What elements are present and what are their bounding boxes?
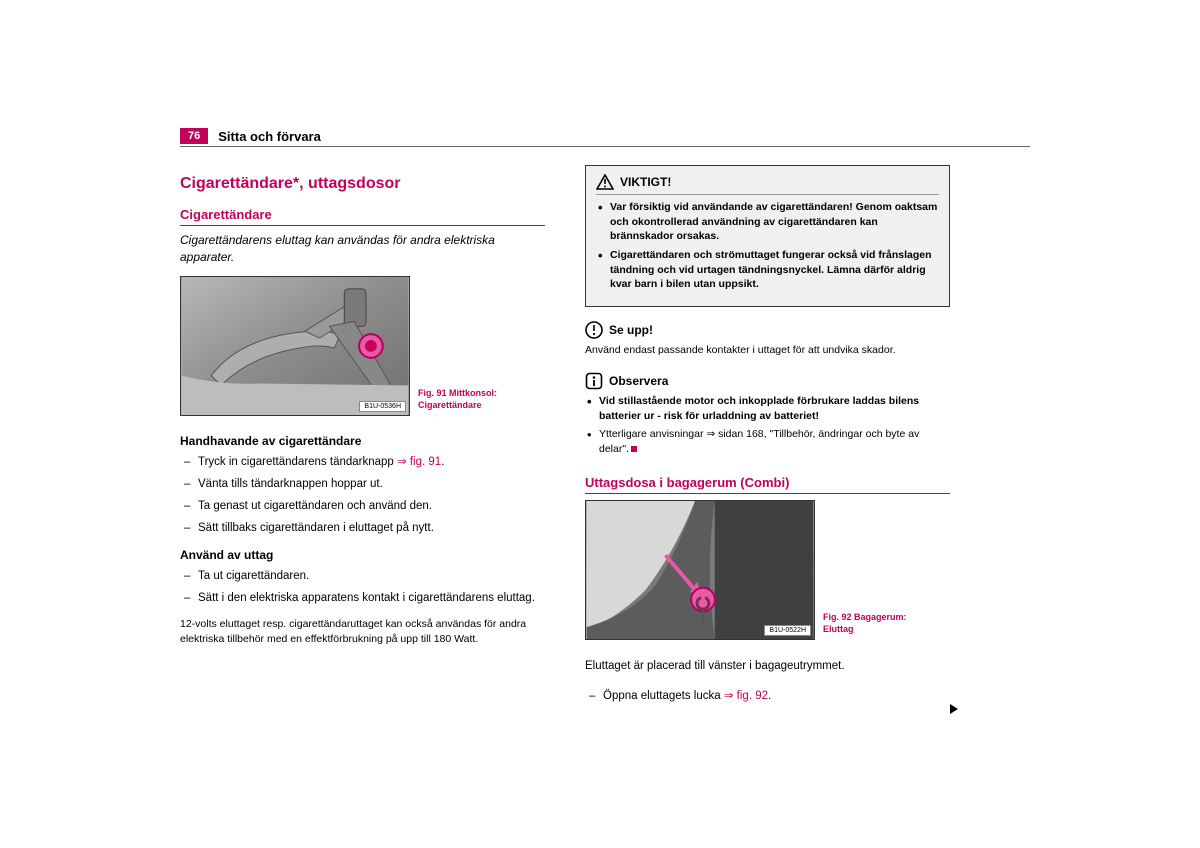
section2-step-text: Öppna eluttagets lucka (603, 690, 724, 702)
fig-ref-92: ⇒ fig. 92 (724, 690, 768, 702)
section2-step-1: Öppna eluttagets lucka ⇒ fig. 92. (585, 688, 950, 705)
figure-91-caption: Fig. 91 Mittkonsol: Cigarettändare (418, 388, 533, 415)
caution-body: Använd endast passande kontakter i uttag… (585, 343, 950, 358)
section2-body: Eluttaget är placerad till vänster i bag… (585, 658, 950, 674)
figure-91-image: B1U-0536H (180, 276, 410, 416)
step-a2: Vänta tills tändarknappen hoppar ut. (180, 476, 545, 493)
page-number: 76 (180, 128, 208, 144)
caution-title: Se upp! (609, 323, 653, 337)
left-column: Cigarettändare*, uttagsdosor Cigarettänd… (180, 165, 545, 715)
warning-bullet-2: Cigarettändaren och strömuttaget fungera… (596, 248, 939, 292)
step-b1: Ta ut cigarettändaren. (180, 568, 545, 585)
section-title: Sitta och förvara (218, 129, 321, 144)
steps-list-a: Tryck in cigarettändarens tändarknapp ⇒ … (180, 454, 545, 538)
section-end-marker (631, 446, 637, 452)
manual-page: 76 Sitta och förvara Cigarettändare*, ut… (180, 128, 1030, 715)
figure-91-row: B1U-0536H Fig. 91 Mittkonsol: Cigarettän… (180, 276, 545, 416)
right-column: VIKTIGT! Var försiktig vid användande av… (585, 165, 950, 715)
steps-heading-b: Använd av uttag (180, 548, 545, 562)
period: . (441, 456, 444, 468)
note-bullet-2-text: Ytterligare anvisningar ⇒ sidan 168, "Ti… (599, 428, 919, 455)
info-icon (585, 372, 603, 390)
intro-text: Cigarettändarens eluttag kan användas fö… (180, 232, 545, 266)
warning-head: VIKTIGT! (596, 174, 939, 195)
step-a1-text: Tryck in cigarettändarens tändarknapp (198, 456, 397, 468)
warning-title: VIKTIGT! (620, 175, 671, 189)
figure-92-image: B1U-0522H (585, 500, 815, 640)
two-column-layout: Cigarettändare*, uttagsdosor Cigarettänd… (180, 165, 1030, 715)
warning-bullet-1: Var försiktig vid användande av cigarett… (596, 200, 939, 244)
step-b2: Sätt i den elektriska apparatens kontakt… (180, 590, 545, 607)
warning-triangle-icon (596, 174, 614, 190)
footnote: 12-volts eluttaget resp. cigarettändarut… (180, 617, 545, 646)
period2: . (768, 690, 771, 702)
note-bullet-2: Ytterligare anvisningar ⇒ sidan 168, "Ti… (585, 427, 950, 456)
caution-icon (585, 321, 603, 339)
caution-head: Se upp! (585, 321, 950, 339)
steps-list-b: Ta ut cigarettändaren. Sätt i den elektr… (180, 568, 545, 608)
note-bullet-1: Vid stillastående motor och inkopplade f… (585, 394, 950, 423)
step-a3: Ta genast ut cigarettändaren och använd … (180, 498, 545, 515)
subsection2-heading: Uttagsdosa i bagagerum (Combi) (585, 475, 950, 494)
main-heading: Cigarettändare*, uttagsdosor (180, 175, 545, 193)
note-head: Observera (585, 372, 950, 390)
page-header: 76 Sitta och förvara (180, 128, 1030, 147)
continue-arrow-icon (948, 703, 960, 715)
figure-92-caption: Fig. 92 Bagagerum: Eluttag (823, 612, 938, 639)
step-a4: Sätt tillbaks cigarettändaren i eluttage… (180, 520, 545, 537)
section2-steps: Öppna eluttagets lucka ⇒ fig. 92. (585, 688, 950, 705)
subsection-heading: Cigarettändare (180, 207, 545, 226)
figure-92-tag: B1U-0522H (764, 625, 811, 636)
step-a1: Tryck in cigarettändarens tändarknapp ⇒ … (180, 454, 545, 471)
fig-ref-91: ⇒ fig. 91 (397, 456, 441, 468)
figure-92-row: B1U-0522H Fig. 92 Bagagerum: Eluttag (585, 500, 950, 640)
warning-box: VIKTIGT! Var försiktig vid användande av… (585, 165, 950, 307)
note-title: Observera (609, 374, 668, 388)
steps-heading-a: Handhavande av cigarettändare (180, 434, 545, 448)
figure-91-tag: B1U-0536H (359, 401, 406, 412)
